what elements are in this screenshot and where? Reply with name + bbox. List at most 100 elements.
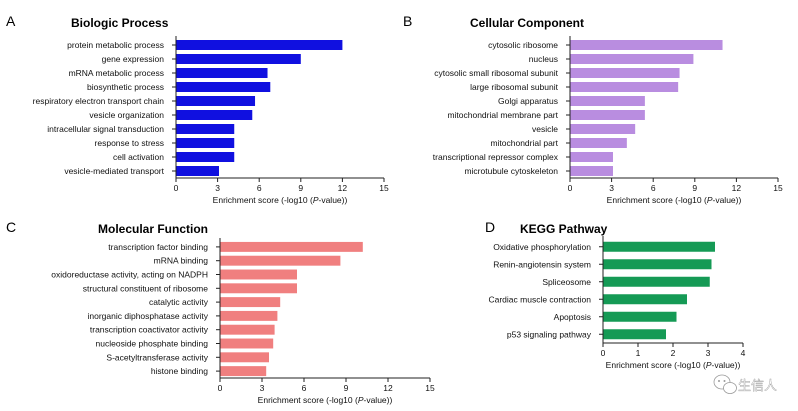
x-tick-label: 6 xyxy=(302,383,307,393)
x-tick-label: 12 xyxy=(383,383,393,393)
x-tick-label: 6 xyxy=(257,183,262,193)
bar-6 xyxy=(570,124,636,134)
category-label: catalytic activity xyxy=(149,297,209,307)
x-axis-label: Enrichment score (-log10 (P-value)) xyxy=(606,360,741,370)
bar-1 xyxy=(220,255,341,266)
panel-b: B Cellular Component cytosolic ribosome nuc… xyxy=(403,13,783,205)
category-label: Renin-angiotensin system xyxy=(493,259,591,269)
category-label: Oxidative phosphorylation xyxy=(493,242,591,252)
x-tick-label: 15 xyxy=(379,183,389,193)
bar-8 xyxy=(176,152,235,162)
x-axis-label: Enrichment score (-log10 (P-value)) xyxy=(258,395,393,405)
category-label: transcription coactivator activity xyxy=(90,325,209,335)
x-tick-label: 3 xyxy=(706,348,711,358)
category-label: Cardiac muscle contraction xyxy=(488,294,591,304)
x-tick-label: 3 xyxy=(215,183,220,193)
category-label: Spliceosome xyxy=(542,277,591,287)
category-label: p53 signaling pathway xyxy=(507,329,592,339)
x-tick-label: 12 xyxy=(338,183,348,193)
bar-5 xyxy=(176,110,253,120)
panel-d: D KEGG Pathway Oxidative phosphorylation Re… xyxy=(485,219,746,370)
bar-2 xyxy=(570,68,680,78)
panel-letter: A xyxy=(6,13,16,29)
bar-2 xyxy=(220,269,297,280)
bar-8 xyxy=(570,152,613,162)
bar-6 xyxy=(220,324,275,335)
wechat-eye xyxy=(718,380,720,382)
bar-5 xyxy=(603,329,666,340)
bar-5 xyxy=(220,310,278,321)
x-axis-label: Enrichment score (-log10 (P-value)) xyxy=(607,195,742,205)
category-label: mRNA metabolic process xyxy=(69,68,164,78)
category-label: transcriptional repressor complex xyxy=(433,152,559,162)
bar-3 xyxy=(603,294,687,305)
panel-letter: D xyxy=(485,219,495,235)
bar-6 xyxy=(176,124,235,134)
category-label: mitochondrial membrane part xyxy=(447,110,558,120)
x-tick-label: 15 xyxy=(773,183,783,193)
bar-2 xyxy=(176,68,268,78)
panel-title: Biologic Process xyxy=(71,16,169,30)
x-tick-label: 6 xyxy=(651,183,656,193)
category-label: vesicle-mediated transport xyxy=(64,166,164,176)
category-label: Apoptosis xyxy=(554,312,591,322)
bar-1 xyxy=(570,54,694,64)
bar-1 xyxy=(176,54,301,64)
watermark: 生信人 xyxy=(713,374,777,394)
bar-3 xyxy=(176,82,271,92)
x-tick-label: 9 xyxy=(692,183,697,193)
x-tick-label: 2 xyxy=(671,348,676,358)
category-label: transcription factor binding xyxy=(108,242,208,252)
category-label: nucleus xyxy=(529,54,558,64)
category-label: mitochondrial part xyxy=(490,138,558,148)
panel-a: A Biologic Process protein metabolic proce… xyxy=(6,13,389,205)
category-label: protein metabolic process xyxy=(67,40,164,50)
bar-9 xyxy=(220,366,267,377)
category-label: gene expression xyxy=(102,54,165,64)
x-tick-label: 15 xyxy=(425,383,435,393)
category-label: S-acetyltransferase activity xyxy=(106,352,208,362)
panel-letter: B xyxy=(403,13,412,29)
bar-8 xyxy=(220,352,269,363)
category-label: respiratory electron transport chain xyxy=(33,96,165,106)
x-tick-label: 9 xyxy=(298,183,303,193)
bar-2 xyxy=(603,276,710,287)
x-tick-label: 0 xyxy=(568,183,573,193)
category-label: Golgi apparatus xyxy=(498,96,558,106)
panel-title: KEGG Pathway xyxy=(520,222,608,236)
bar-0 xyxy=(176,40,343,50)
bar-0 xyxy=(570,40,723,50)
x-tick-label: 12 xyxy=(732,183,742,193)
category-label: oxidoreductase activity, acting on NADPH xyxy=(51,270,208,280)
x-tick-label: 0 xyxy=(218,383,223,393)
bar-9 xyxy=(570,166,613,176)
category-label: response to stress xyxy=(95,138,164,148)
bar-4 xyxy=(603,311,677,322)
bar-4 xyxy=(220,297,281,308)
panel-title: Cellular Component xyxy=(470,16,584,30)
category-label: structural constituent of ribosome xyxy=(83,283,208,293)
bar-4 xyxy=(570,96,645,106)
panel-letter: C xyxy=(6,219,16,235)
category-label: large ribosomal subunit xyxy=(470,82,559,92)
category-label: microtubule cytoskeleton xyxy=(464,166,558,176)
x-tick-label: 3 xyxy=(609,183,614,193)
bar-4 xyxy=(176,96,256,106)
bar-0 xyxy=(603,241,715,252)
panel-title: Molecular Function xyxy=(98,222,208,236)
panel-c: C Molecular Function transcription factor … xyxy=(6,219,435,405)
x-tick-label: 0 xyxy=(174,183,179,193)
x-tick-label: 4 xyxy=(741,348,746,358)
category-label: intracellular signal transduction xyxy=(47,124,164,134)
bar-9 xyxy=(176,166,219,176)
bar-5 xyxy=(570,110,645,120)
bar-7 xyxy=(176,138,235,148)
bar-3 xyxy=(570,82,679,92)
wechat-eye xyxy=(723,380,726,382)
category-label: cytosolic small ribosomal subunit xyxy=(434,68,558,78)
bar-0 xyxy=(220,241,363,252)
bar-7 xyxy=(570,138,627,148)
wechat-icon xyxy=(713,374,737,394)
x-axis-label: Enrichment score (-log10 (P-value)) xyxy=(213,195,348,205)
